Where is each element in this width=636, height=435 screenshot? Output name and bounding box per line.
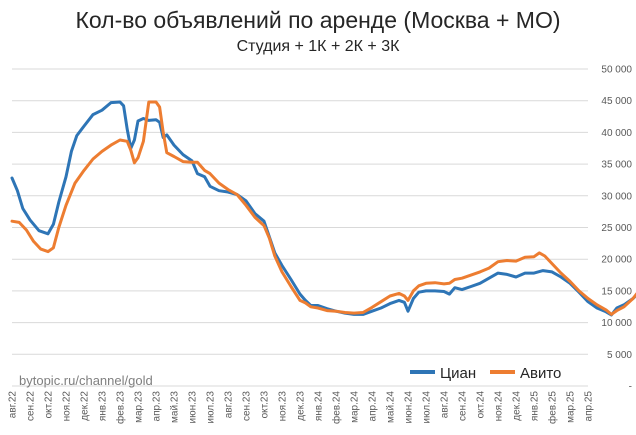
x-tick-label: авг.24 [440,391,451,419]
x-tick-label: апр.23 [152,391,163,422]
legend-label-cian: Циан [440,365,476,382]
x-tick-label: янв.23 [98,391,109,422]
x-tick-label: янв.25 [530,391,541,422]
x-tick-label: окт.22 [44,391,55,419]
x-axis-ticks: авг.22 сен.22 окт.22 ноя.22 дек.22 янв.23 фев.… [8,391,595,424]
x-tick-label: окт.23 [260,391,271,419]
x-tick-label: ноя.24 [494,391,505,422]
x-tick-label: фев.24 [331,391,343,424]
x-tick-label: авг.23 [224,391,235,419]
y-tick-label: 35 000 [601,160,632,171]
chart-title: Кол-во объявлений по аренде (Москва + МО… [75,7,561,33]
x-tick-label: сен.23 [242,391,253,421]
y-axis-ticks: - 5 000 10 000 15 000 20 000 25 000 30 000 35 0… [601,65,632,393]
x-tick-label: дек.24 [512,391,523,421]
y-tick-label: 25 000 [601,223,632,234]
x-tick-label: мар.23 [134,391,145,423]
x-tick-label: авг.22 [8,391,19,419]
y-tick-label: 5 000 [607,350,632,361]
x-tick-label: фев.25 [547,391,559,424]
x-tick-label: ноя.23 [278,391,289,422]
x-tick-label: июн.23 [188,391,199,424]
y-tick-label: 40 000 [601,128,632,139]
y-tick-label: 30 000 [601,191,632,202]
y-tick-label: - [629,382,632,393]
chart-legend: Циан Авито [410,365,561,382]
x-tick-label: фев.23 [115,391,127,424]
chart-grid [12,68,588,387]
x-tick-label: мар.24 [350,391,361,423]
x-tick-label: мар.25 [566,391,577,423]
chart-subtitle: Студия + 1К + 2К + 3К [236,38,400,55]
x-tick-label: июл.23 [206,391,217,424]
y-tick-label: 15 000 [601,286,632,297]
y-tick-label: 10 000 [601,318,632,329]
x-tick-label: июн.24 [404,391,415,424]
watermark-text: bytopic.ru/channel/gold [19,373,153,388]
x-tick-label: апр.24 [368,391,379,422]
x-tick-label: май.23 [170,391,181,423]
y-tick-label: 20 000 [601,255,632,266]
x-tick-label: дек.23 [296,391,307,421]
legend-label-avito: Авито [520,365,561,382]
x-tick-label: сен.22 [26,391,37,421]
x-tick-label: июл.24 [422,391,433,424]
x-tick-label: ноя.22 [62,391,73,422]
x-tick-label: апр.25 [584,391,595,422]
x-tick-label: окт.24 [476,391,487,419]
series-line-avito [10,100,636,316]
x-tick-label: дек.22 [80,391,91,421]
y-tick-label: 50 000 [601,65,632,76]
series-line-cian [10,100,636,317]
x-tick-label: янв.24 [314,391,325,422]
x-tick-label: сен.24 [458,391,469,421]
y-tick-label: 45 000 [601,96,632,107]
x-tick-label: май.24 [386,391,397,423]
chart-series [10,100,636,317]
